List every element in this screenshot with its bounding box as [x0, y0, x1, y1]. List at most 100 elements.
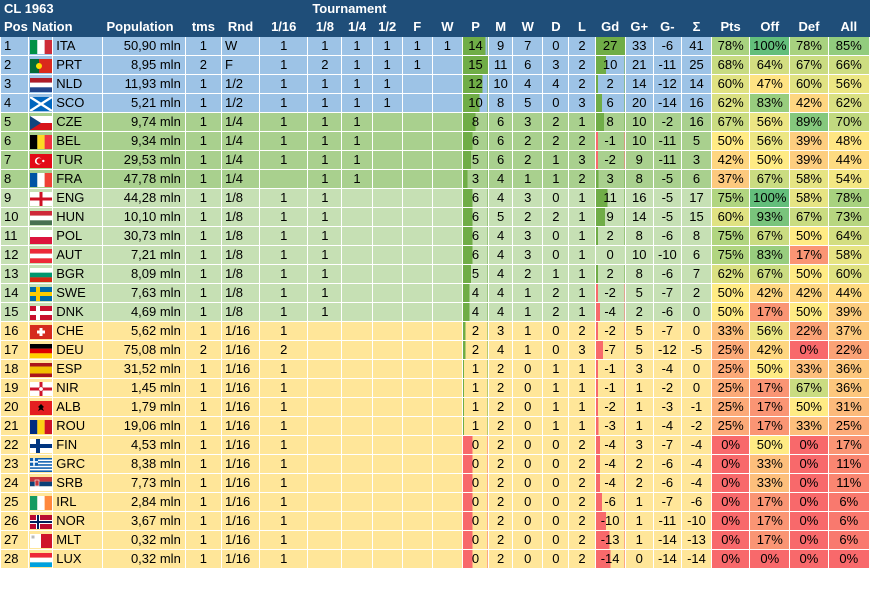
cell-pop: 1,79 mln: [102, 397, 186, 417]
cell-d: 2: [542, 207, 570, 227]
cell-gp: 0: [624, 549, 654, 569]
cell-w: [431, 264, 463, 284]
cell-def: 22%: [789, 321, 829, 341]
cell-pos: 17: [0, 340, 30, 360]
cell-gm: -5: [652, 169, 682, 189]
flag-tur-icon: [28, 150, 54, 170]
col-header-pos: Pos: [0, 17, 30, 37]
cell-rnd: 1/8: [220, 283, 261, 303]
cell-r4: [341, 188, 373, 208]
srb-flag-icon: [29, 476, 52, 491]
cell-won: 0: [512, 492, 544, 512]
cell-all: 37%: [827, 321, 870, 341]
cell-pos: 19: [0, 378, 30, 398]
cell-off: 17%: [749, 302, 791, 322]
cell-r16: 1: [259, 511, 309, 531]
cell-w: [431, 226, 463, 246]
cell-pop: 29,53 mln: [102, 150, 186, 170]
cell-tms: 1: [184, 93, 222, 113]
cell-all: 31%: [827, 397, 870, 417]
cell-gp: 14: [624, 207, 654, 227]
cell-sum: 0: [680, 359, 713, 379]
cell-pos: 22: [0, 435, 30, 455]
cell-gd: -10: [594, 511, 626, 531]
standings-table: CL 1963 Tournament Pos Nation Population tm…: [0, 0, 870, 569]
cell-gd: -6: [594, 492, 626, 512]
cell-pts: 60%: [711, 74, 751, 94]
cell-sum: 5: [680, 131, 713, 151]
cell-r2: [371, 530, 403, 550]
cell-r4: 1: [341, 36, 373, 56]
cell-off: 67%: [749, 264, 791, 284]
cell-r2: [371, 169, 403, 189]
cell-w: [431, 435, 463, 455]
cell-r16: 1: [259, 264, 309, 284]
cell-p: 0: [461, 435, 490, 455]
cell-r2: 1: [371, 36, 403, 56]
cell-gm: -6: [652, 473, 682, 493]
cell-pop: 7,63 mln: [102, 283, 186, 303]
cell-nation: DEU: [52, 340, 104, 360]
cell-gd: 2: [594, 264, 626, 284]
cell-f: [401, 169, 433, 189]
cell-l: 2: [568, 511, 596, 531]
cell-p: 4: [461, 302, 490, 322]
cell-pts: 50%: [711, 283, 751, 303]
cell-pts: 0%: [711, 492, 751, 512]
cell-m: 6: [488, 131, 514, 151]
cell-pts: 0%: [711, 549, 751, 569]
hun-flag-icon: [29, 210, 52, 225]
cell-tms: 1: [184, 302, 222, 322]
cell-r8: [307, 321, 343, 341]
cell-f: [401, 359, 433, 379]
cell-rnd: W: [220, 36, 261, 56]
cell-l: 3: [568, 93, 596, 113]
flag-eng-icon: [28, 188, 54, 208]
cell-rnd: 1/16: [220, 549, 261, 569]
cell-def: 0%: [789, 473, 829, 493]
cell-l: 1: [568, 359, 596, 379]
cell-m: 5: [488, 207, 514, 227]
cell-l: 1: [568, 188, 596, 208]
cell-rnd: 1/8: [220, 226, 261, 246]
cell-gm: -3: [652, 397, 682, 417]
cell-p: 0: [461, 530, 490, 550]
cell-f: [401, 340, 433, 360]
cell-off: 33%: [749, 454, 791, 474]
cell-off: 67%: [749, 169, 791, 189]
col-header-rnd: Rnd: [220, 17, 261, 37]
cell-pos: 25: [0, 492, 30, 512]
cell-def: 50%: [789, 226, 829, 246]
table-row: 16 CHE 5,62 mln 1 1/16 1 2 3 1 0 2 -2 5 -7 0 33% 56% 22% 3…: [0, 321, 870, 341]
cell-rnd: 1/16: [220, 492, 261, 512]
aut-flag-icon: [29, 248, 52, 263]
cell-def: 0%: [789, 492, 829, 512]
cell-gd: 9: [594, 207, 626, 227]
cell-w: [431, 55, 463, 75]
cell-w: [431, 492, 463, 512]
cell-sum: -5: [680, 340, 713, 360]
col-header-m: M: [488, 17, 514, 37]
cell-pts: 25%: [711, 359, 751, 379]
cell-r8: 1: [307, 264, 343, 284]
cell-rnd: 1/8: [220, 188, 261, 208]
cell-m: 3: [488, 321, 514, 341]
cell-p: 6: [461, 245, 490, 265]
cell-gd: -3: [594, 416, 626, 436]
cell-gd: 0: [594, 245, 626, 265]
table-row: 26 NOR 3,67 mln 1 1/16 1 0 2 0 0 2 -10 1 -11 -10 0% 17% 0…: [0, 511, 870, 531]
cell-r16: 1: [259, 321, 309, 341]
cell-won: 2: [512, 264, 544, 284]
cell-sum: 6: [680, 169, 713, 189]
cell-tms: 1: [184, 112, 222, 132]
cell-w: [431, 378, 463, 398]
cell-rnd: 1/16: [220, 416, 261, 436]
cell-tms: 1: [184, 188, 222, 208]
cell-off: 17%: [749, 530, 791, 550]
col-header-gm: G-: [652, 17, 682, 37]
cell-r8: [307, 473, 343, 493]
cell-r8: [307, 435, 343, 455]
cell-pos: 1: [0, 36, 30, 56]
cell-off: 17%: [749, 511, 791, 531]
cell-gp: 20: [624, 93, 654, 113]
